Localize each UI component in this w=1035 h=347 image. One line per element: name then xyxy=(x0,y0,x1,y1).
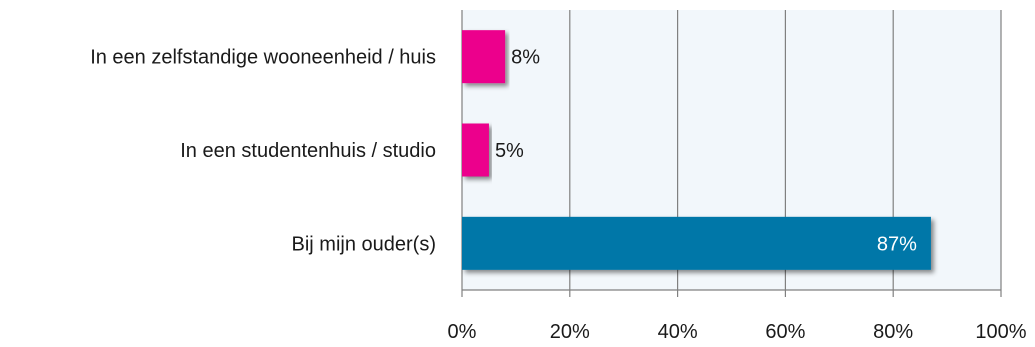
x-tick-label: 80% xyxy=(873,321,913,343)
data-label: 5% xyxy=(495,140,524,162)
x-tick-labels: 0% 20% 40% 60% 80% 100% xyxy=(448,321,1027,343)
x-tick-label: 40% xyxy=(658,321,698,343)
x-tick-label: 20% xyxy=(550,321,590,343)
category-label: In een studentenhuis / studio xyxy=(180,140,436,162)
x-tick-label: 60% xyxy=(765,321,805,343)
category-label: Bij mijn ouder(s) xyxy=(292,233,436,255)
x-tick-label: 0% xyxy=(448,321,477,343)
data-label: 8% xyxy=(511,47,540,69)
bars xyxy=(462,30,931,270)
bar xyxy=(462,216,931,270)
category-labels: In een zelfstandige wooneenheid / huis In… xyxy=(90,47,436,256)
data-labels: 8% 5% 87% xyxy=(495,47,917,256)
x-tick-label: 100% xyxy=(975,321,1026,343)
bar xyxy=(462,30,506,84)
bar xyxy=(462,123,489,177)
data-label: 87% xyxy=(877,233,917,255)
category-label: In een zelfstandige wooneenheid / huis xyxy=(90,47,436,69)
